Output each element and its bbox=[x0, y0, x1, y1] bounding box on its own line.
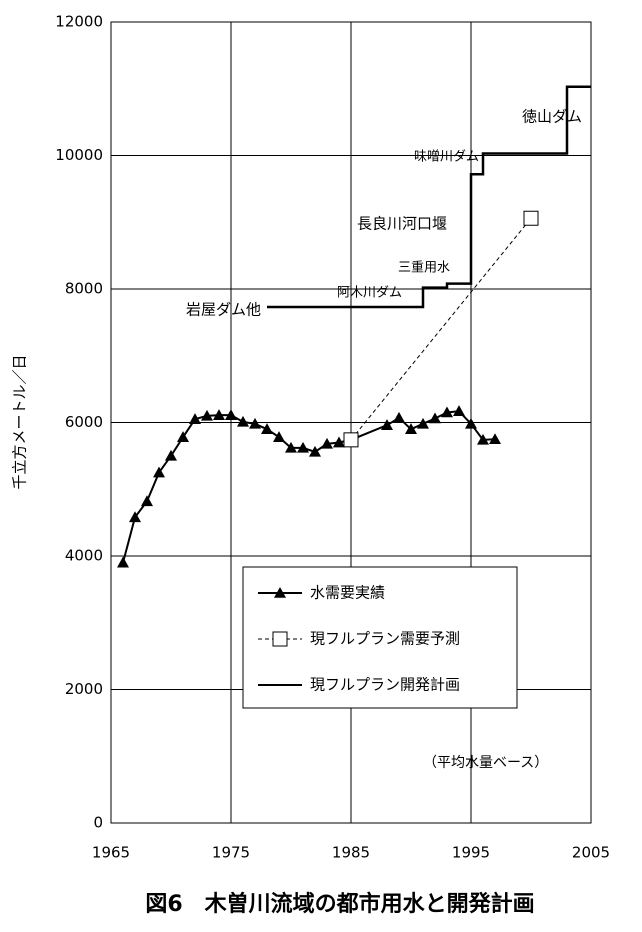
marker bbox=[165, 449, 177, 461]
marker bbox=[321, 437, 333, 449]
chart-title: 図6 木曽川流域の都市用水と開発計画 bbox=[145, 891, 534, 917]
marker bbox=[393, 411, 405, 423]
series-line bbox=[122, 410, 496, 563]
legend-label: 現フルプラン需要予測 bbox=[310, 630, 460, 648]
marker bbox=[201, 409, 213, 421]
marker bbox=[141, 495, 153, 507]
annotation: 徳山ダム bbox=[522, 108, 582, 126]
marker bbox=[297, 441, 309, 453]
marker bbox=[261, 423, 273, 434]
marker bbox=[249, 417, 261, 429]
marker bbox=[237, 415, 249, 427]
marker bbox=[405, 423, 417, 434]
y-axis-label: 千立方メートル／日 bbox=[11, 354, 29, 489]
marker bbox=[489, 433, 501, 444]
annotation: 岩屋ダム他 bbox=[186, 301, 261, 319]
marker bbox=[189, 413, 201, 424]
annotation: 三重用水 bbox=[398, 260, 450, 276]
y-tick-label: 2000 bbox=[65, 680, 103, 698]
marker bbox=[225, 409, 237, 420]
marker bbox=[285, 441, 297, 453]
marker bbox=[429, 412, 441, 424]
marker bbox=[333, 436, 345, 448]
marker bbox=[309, 445, 321, 457]
legend-label: 水需要実績 bbox=[310, 584, 385, 602]
y-tick-label: 6000 bbox=[65, 413, 103, 431]
annotation: （平均水量ベース） bbox=[423, 755, 548, 771]
marker bbox=[117, 556, 129, 568]
series-line bbox=[267, 85, 591, 309]
y-tick-label: 4000 bbox=[65, 547, 103, 565]
marker bbox=[477, 433, 489, 445]
legend-marker bbox=[272, 631, 288, 647]
x-tick-label: 2005 bbox=[572, 844, 610, 862]
y-tick-label: 12000 bbox=[55, 13, 103, 31]
marker bbox=[153, 466, 165, 478]
marker bbox=[273, 431, 285, 442]
marker bbox=[453, 405, 465, 416]
marker bbox=[177, 431, 189, 442]
series-line bbox=[350, 217, 532, 441]
marker bbox=[381, 419, 393, 430]
annotation: 長良川河口堰 bbox=[357, 215, 447, 233]
marker bbox=[441, 406, 453, 418]
annotation: 阿木川ダム bbox=[337, 286, 402, 301]
legend-marker bbox=[274, 587, 286, 598]
y-tick-label: 0 bbox=[93, 814, 103, 832]
marker bbox=[417, 417, 429, 429]
annotation: 味噌川ダム bbox=[414, 150, 479, 165]
marker bbox=[343, 432, 359, 448]
x-tick-label: 1975 bbox=[212, 844, 250, 862]
y-tick-label: 10000 bbox=[55, 146, 103, 164]
marker bbox=[523, 210, 539, 226]
x-tick-label: 1985 bbox=[332, 844, 370, 862]
marker bbox=[465, 417, 477, 429]
x-tick-label: 1965 bbox=[92, 844, 130, 862]
x-tick-label: 1995 bbox=[452, 844, 490, 862]
marker bbox=[129, 511, 141, 523]
y-tick-label: 8000 bbox=[65, 280, 103, 298]
marker bbox=[213, 409, 225, 420]
legend-label: 現フルプラン開発計画 bbox=[310, 676, 460, 694]
